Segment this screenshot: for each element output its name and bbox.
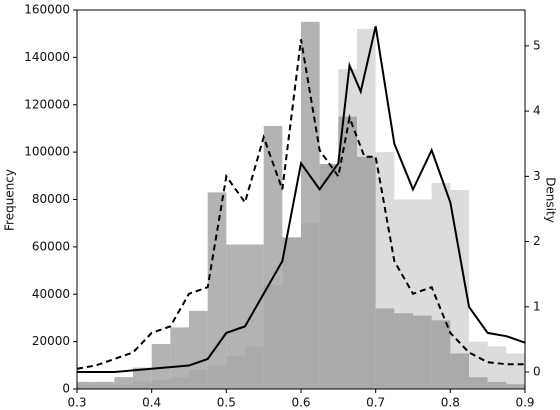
histogram-bar <box>151 343 171 389</box>
histogram-bar <box>301 21 320 389</box>
histogram-bar <box>375 308 395 389</box>
histogram-bar <box>170 327 189 389</box>
y-tick-label: 80000 <box>32 192 70 206</box>
y-tick-label: 40000 <box>32 287 70 301</box>
y2-tick-label: 1 <box>533 299 541 313</box>
histogram-bar <box>469 377 488 389</box>
histogram-bar <box>226 244 245 389</box>
y-axis-label: Frequency <box>3 169 17 231</box>
y2-tick-label: 4 <box>533 104 541 118</box>
histogram-bar <box>506 384 525 389</box>
y-tick-label: 100000 <box>24 145 70 159</box>
x-tick-label: 0.7 <box>366 396 385 410</box>
y-tick-label: 20000 <box>32 334 70 348</box>
density-line <box>77 26 526 374</box>
histogram-bar <box>207 192 227 389</box>
histogram-bar <box>263 126 283 389</box>
x-tick-label: 0.9 <box>515 396 534 410</box>
histogram-bar <box>114 377 133 389</box>
y2-tick-label: 2 <box>533 234 541 248</box>
y-tick-label: 60000 <box>32 239 70 253</box>
histogram-bar <box>189 310 208 389</box>
histogram-bar <box>133 367 152 389</box>
y-tick-label: 0 <box>62 382 70 396</box>
density-line <box>76 39 525 370</box>
histogram-bar <box>338 116 357 389</box>
histogram-bar <box>319 163 339 389</box>
y-tick-label: 120000 <box>24 97 70 111</box>
y2-tick-label: 0 <box>533 365 541 379</box>
x-tick-label: 0.4 <box>142 396 161 410</box>
x-tick-label: 0.6 <box>291 396 310 410</box>
histogram-bar <box>77 381 96 389</box>
y2-axis-label: Density <box>544 177 558 223</box>
histogram-bar <box>394 313 413 389</box>
histogram-bar <box>245 244 264 389</box>
histogram-bar <box>450 190 469 389</box>
histogram-bar <box>506 353 525 389</box>
histogram-bar <box>431 320 451 389</box>
histogram-bar <box>450 353 469 389</box>
histogram-bar <box>357 156 376 389</box>
histogram-bar <box>282 237 301 389</box>
x-tick-label: 0.8 <box>441 396 460 410</box>
histogram-bar <box>95 381 115 389</box>
y2-tick-label: 3 <box>533 169 541 183</box>
histogram-bar <box>413 315 432 389</box>
y-tick-label: 140000 <box>24 50 70 64</box>
x-tick-label: 0.3 <box>67 396 86 410</box>
histogram-bar <box>487 346 507 389</box>
x-tick-label: 0.5 <box>217 396 236 410</box>
y-tick-label: 160000 <box>24 3 70 17</box>
y2-tick-label: 5 <box>533 38 541 52</box>
histogram-bar <box>487 381 507 389</box>
